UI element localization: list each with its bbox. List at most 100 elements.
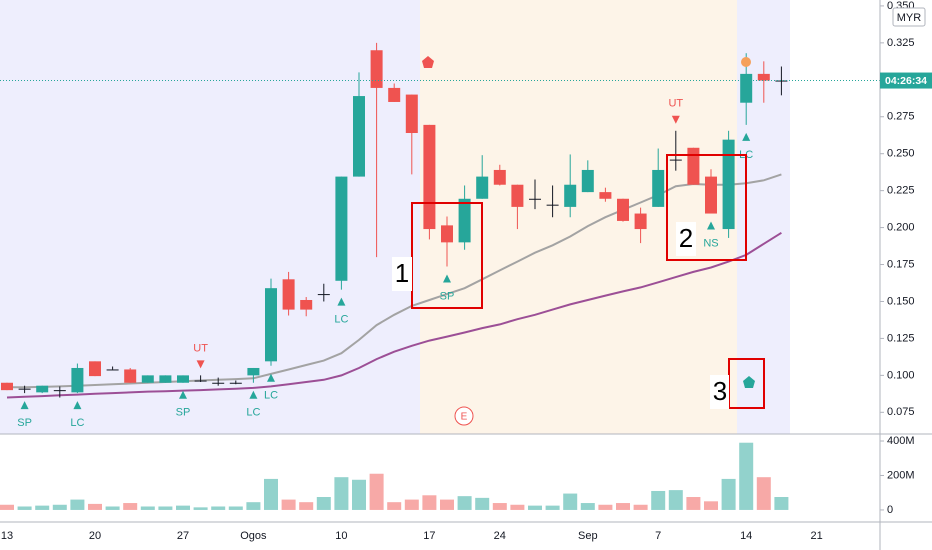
volume-bar — [563, 493, 578, 510]
volume-bar — [721, 478, 736, 510]
candle-body — [36, 385, 49, 393]
candle-body — [159, 375, 172, 383]
candle-body — [353, 96, 365, 177]
candle-body — [317, 294, 330, 296]
label-bg — [710, 375, 729, 409]
candle-body — [669, 159, 682, 161]
volume-bar — [176, 505, 190, 510]
box-2 — [666, 154, 747, 261]
volume-bar — [228, 506, 243, 510]
signal-arrow — [337, 297, 346, 306]
volume-bar — [686, 497, 701, 510]
green-pentagon — [743, 376, 755, 388]
y-tick-label: 0.075 — [887, 406, 915, 418]
candle-body — [212, 382, 225, 384]
candle-body — [405, 94, 418, 134]
box-number: 1 — [395, 258, 409, 288]
volume-bar — [17, 506, 32, 510]
v-tick-label: 400M — [887, 435, 915, 447]
signal-label: LC — [264, 390, 278, 402]
volume-bar — [774, 497, 789, 510]
volume-bar — [704, 501, 718, 510]
volume-bar — [510, 504, 525, 510]
volume-bar — [105, 506, 120, 510]
moving-average — [6, 231, 782, 399]
x-tick-label: Sep — [578, 530, 598, 542]
volume-bar — [246, 502, 261, 510]
candle-body — [757, 73, 770, 81]
price-axis-bg — [880, 0, 932, 550]
v-tick-label: 200M — [887, 469, 915, 481]
volume-bar — [281, 499, 296, 510]
candle-body — [247, 367, 260, 376]
currency-box[interactable] — [892, 7, 926, 27]
candle-body — [106, 369, 119, 371]
red-pentagon — [422, 56, 434, 68]
signal-arrow — [707, 221, 715, 230]
candle-body — [441, 225, 453, 243]
volume-bar — [0, 504, 14, 510]
v-tick-label: 0 — [887, 504, 893, 516]
candle-body — [687, 147, 700, 185]
volume-bar — [475, 497, 490, 510]
candle-body — [282, 279, 295, 310]
candle-body — [705, 176, 717, 214]
signal-arrow — [671, 115, 680, 124]
candle-body — [1, 382, 13, 391]
candle-body — [300, 299, 313, 310]
candle-body — [722, 139, 735, 230]
volume-bar — [404, 499, 419, 510]
y-tick-label: 0.100 — [887, 369, 915, 381]
signal-label: SP — [440, 290, 455, 302]
x-tick-label: Ogos — [240, 530, 267, 542]
volume-bar — [598, 504, 613, 510]
y-tick-label: 0.250 — [887, 148, 915, 160]
signal-label: LC — [70, 417, 84, 429]
orange-dot — [741, 57, 751, 67]
event-label[interactable]: E — [461, 412, 468, 423]
volume-bar — [158, 506, 173, 510]
axis-labels: 0.075 0.100 0.125 0.150 0.175 0.200 0.225 0.250… — [1, 0, 915, 542]
candle-body — [740, 73, 753, 103]
currency[interactable]: MYR — [897, 12, 922, 24]
volume-bar — [316, 497, 331, 510]
volume-bar — [545, 505, 560, 510]
volume-bar — [387, 502, 402, 510]
volume-bar — [739, 442, 754, 510]
candle-body — [265, 288, 277, 362]
signal-label: NS — [703, 237, 718, 249]
y-tick-label: 0.275 — [887, 111, 915, 123]
volume-bar — [422, 495, 437, 510]
y-tick-label: 0.325 — [887, 37, 915, 49]
signal-label: SP — [176, 407, 191, 419]
candle-body — [652, 169, 665, 207]
volume-bar — [334, 477, 349, 510]
candle-body — [18, 388, 31, 390]
y-tick-label: 0.150 — [887, 295, 915, 307]
volume-bar — [633, 504, 648, 510]
volume-bar — [369, 473, 384, 510]
event-marker[interactable] — [454, 406, 474, 426]
annotations: 1 2 3 E — [392, 56, 765, 426]
y-tick-label: 0.175 — [887, 258, 915, 270]
volume-bar — [88, 503, 102, 510]
y-tick-label: 0.350 — [887, 0, 915, 12]
volume-bar — [140, 506, 155, 510]
signal-label: LC — [334, 314, 348, 326]
volume-bar — [756, 477, 771, 510]
shade-middle — [420, 0, 737, 434]
x-tick-label: 17 — [423, 530, 435, 542]
session-background — [0, 0, 790, 434]
signal-arrow — [196, 360, 205, 369]
candle-body — [388, 87, 401, 102]
candle-body — [617, 198, 629, 221]
volume-bar — [299, 502, 314, 510]
volume-bar — [70, 499, 85, 510]
candle-body — [493, 169, 506, 185]
volume-bar — [492, 503, 507, 510]
candle-body — [599, 192, 612, 199]
candle-body — [71, 367, 84, 393]
candle-body — [458, 198, 471, 243]
